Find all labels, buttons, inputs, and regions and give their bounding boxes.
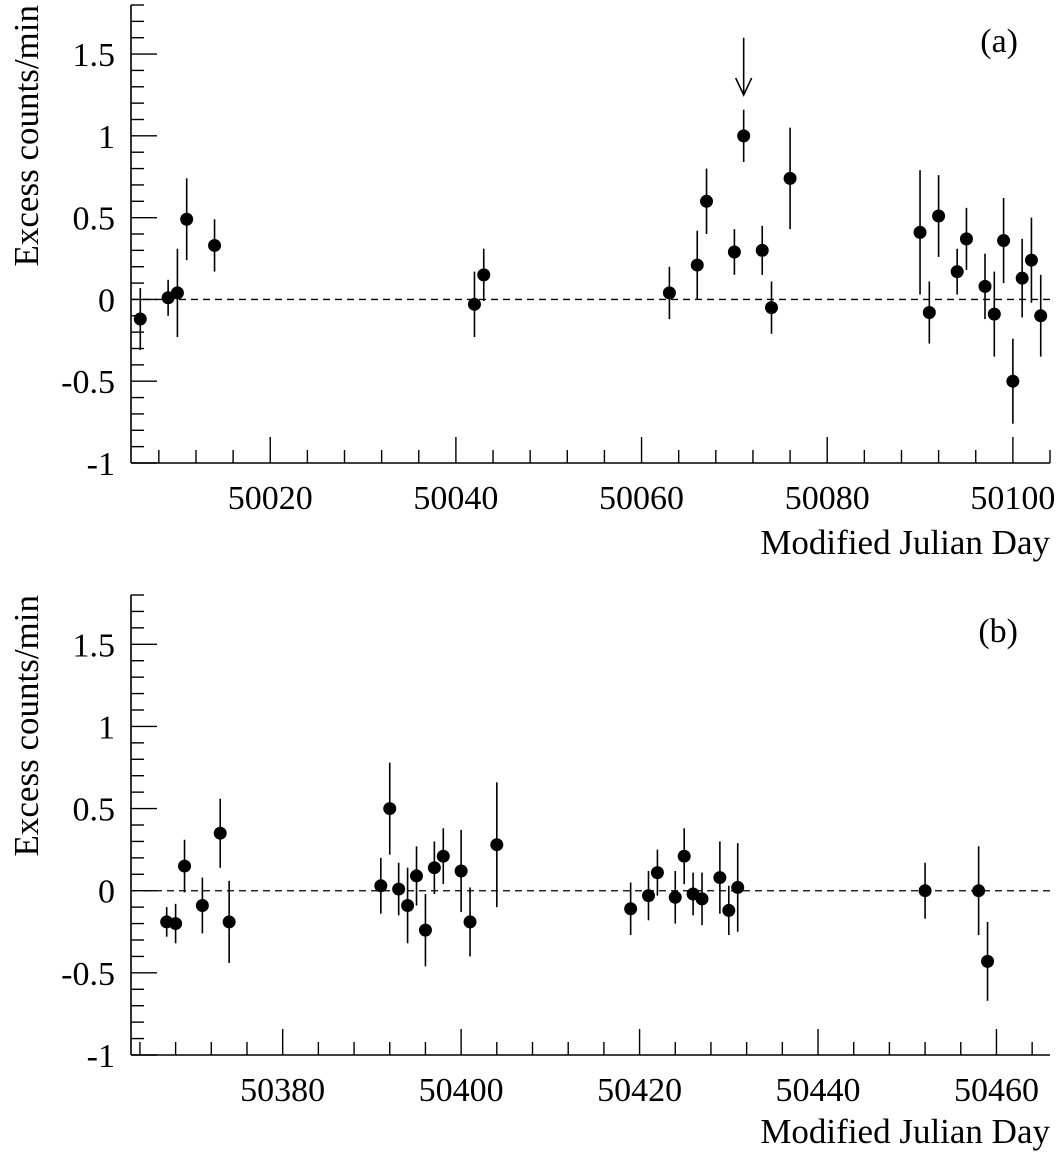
data-point [208,238,222,252]
y-tick-label: -1 [87,446,115,483]
data-point [1006,374,1020,388]
y-tick-label: -0.5 [61,364,115,401]
data-point [427,861,441,875]
y-tick-label: 1 [98,709,115,746]
data-point [959,232,973,246]
data-point [436,849,450,863]
data-point [1015,271,1029,285]
data-point [454,864,468,878]
data-point [978,279,992,293]
data-point [170,286,184,300]
y-tick-label: 1 [98,119,115,156]
data-point [932,209,946,223]
data-point [222,915,236,929]
data-point [1024,253,1038,267]
y-tick-label: 0 [98,282,115,319]
data-point [401,899,415,912]
y-tick-label: 1.5 [73,37,116,74]
x-tick-label: 50440 [776,1072,861,1109]
data-point [713,871,727,885]
data-point [1034,309,1048,323]
y-tick-label: -0.5 [61,956,115,993]
data-point [922,306,936,320]
data-point [981,954,995,968]
x-tick-label: 50020 [228,480,313,517]
data-point [463,915,477,929]
y-axis-title: Excess counts/min [7,5,46,267]
x-tick-label: 50460 [954,1072,1039,1109]
panel-label: (b) [978,613,1018,650]
data-point [997,234,1011,248]
x-tick-label: 50380 [240,1072,325,1109]
y-tick-label: 0 [98,874,115,911]
data-point [490,838,504,852]
data-point [727,245,741,259]
panel-a-chart: -1 -0.5 0 0.5 1 1.5 50020 50040 50060 50080 50100 E… [7,4,1055,562]
flare-arrow-head-icon [734,77,753,97]
data-point [650,866,664,880]
data-point [213,826,227,840]
x-tick-label: 50060 [599,480,684,517]
data-point [755,243,769,257]
x-tick-label: 50400 [419,1072,504,1109]
x-tick-label: 50420 [597,1072,682,1109]
data-point [695,892,709,906]
data-point [180,212,194,226]
y-tick-label: -1 [87,1038,115,1075]
data-point [972,884,986,898]
data-point [477,268,491,282]
data-point [178,859,192,873]
data-point [467,297,481,311]
x-tick-label: 50100 [970,480,1055,517]
data-point [418,923,432,937]
data-point [383,802,397,816]
y-tick-label: 1.5 [73,627,116,664]
data-point [731,880,745,894]
data-point [662,286,676,300]
data-point [765,301,779,315]
data-point [737,129,751,143]
x-tick-label: 50040 [413,480,498,517]
data-point [987,307,1001,321]
data-point [950,265,964,279]
data-point [169,917,183,931]
y-tick-label: 0.5 [73,201,116,238]
data-point [677,849,691,863]
x-tick-label: 50080 [785,480,870,517]
panel-b-chart: -1 -0.5 0 0.5 1 1.5 50380 50400 50420 50440 50460 E… [7,594,1050,1151]
y-tick-label: 0.5 [73,792,116,829]
data-point [700,194,714,208]
data-point [913,225,927,239]
data-point [668,890,682,904]
data-point [410,869,424,883]
x-axis-title: Modified Julian Day [760,1112,1050,1151]
data-point [133,312,147,326]
x-axis-title: Modified Julian Day [760,523,1050,562]
data-point [690,258,704,272]
data-point [722,903,736,917]
data-point [195,899,209,912]
y-axis-title: Excess counts/min [7,595,46,857]
data-point [918,884,932,898]
data-point [374,879,388,893]
data-point [641,889,655,903]
data-point [624,902,638,916]
data-point [392,882,406,896]
data-point [783,171,797,185]
panel-label: (a) [980,23,1018,60]
